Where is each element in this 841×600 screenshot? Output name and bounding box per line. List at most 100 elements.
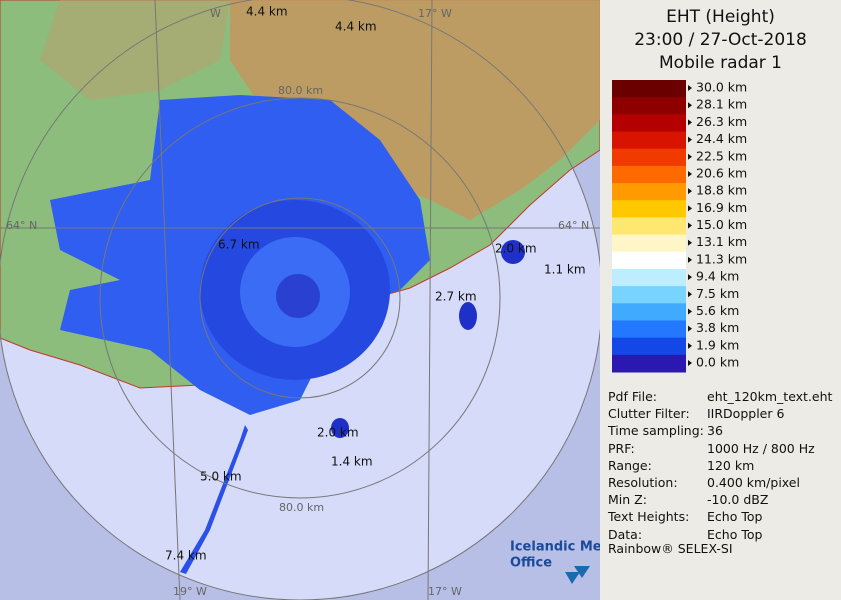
graticule — [427, 0, 433, 600]
echo — [180, 425, 248, 574]
tick-marker — [688, 342, 692, 349]
height-label: 4.4 km — [246, 5, 288, 19]
color-band — [612, 217, 686, 236]
legend-label: 7.5 km — [696, 286, 739, 301]
info-label: Min Z: -10.0 dBZ — [608, 492, 769, 508]
color-band — [612, 268, 686, 287]
info-label: Text Heights: Echo Top — [608, 509, 763, 525]
height-label: 1.1 km — [544, 263, 586, 277]
legend-label: 3.8 km — [696, 320, 739, 335]
graticule — [154, 0, 181, 600]
info-value: 36 — [707, 423, 723, 439]
range-ring — [99, 97, 501, 499]
legend-label: 5.6 km — [696, 303, 739, 318]
height-label: 5.0 km — [200, 470, 242, 484]
info-label: PRF: 1000 Hz / 800 Hz — [608, 440, 815, 456]
highland — [40, 0, 230, 100]
legend-label: 0.0 km — [696, 355, 739, 370]
info-label: Resolution: 0.400 km/pixel — [608, 475, 800, 490]
logo-text: Icelandic Met — [510, 540, 600, 555]
height-label: 1.4 km — [331, 455, 373, 469]
range-rings — [0, 0, 600, 600]
color-band — [612, 251, 686, 270]
grid-label: 64° N — [6, 219, 37, 232]
grid-label: 17° W — [428, 585, 462, 598]
height-label: 2.0 km — [317, 426, 359, 440]
color-band — [612, 234, 686, 253]
title: EHT (Height) — [666, 7, 775, 27]
color-band — [612, 286, 686, 304]
height-label: 7.4 km — [165, 549, 207, 563]
info-value: 120 km — [707, 457, 755, 473]
grid-label: 64° N — [558, 219, 589, 232]
highland — [230, 0, 600, 220]
color-legend: 30.0 km 28.1 km 26.3 km 24.4 km 22.5 km 20.6 … — [612, 80, 747, 373]
legend-label: 28.1 km — [696, 97, 747, 112]
range-ring — [199, 197, 401, 399]
echo — [276, 274, 320, 318]
height-label: 6.7 km — [218, 238, 260, 252]
tick-marker — [688, 222, 692, 229]
color-band — [612, 303, 686, 321]
tick-marker — [688, 188, 692, 195]
info-label: Clutter Filter: IIRDoppler 6 — [608, 406, 785, 422]
tick-marker — [688, 274, 692, 281]
tick-marker — [688, 119, 692, 126]
footer: Rainbow® SELEX-SI — [608, 541, 733, 556]
legend-label: 11.3 km — [696, 251, 747, 266]
legend-label: 1.9 km — [696, 337, 739, 352]
legend-label: 18.8 km — [696, 183, 747, 198]
color-band — [612, 320, 686, 339]
echo — [459, 302, 477, 330]
tick-marker — [688, 360, 692, 366]
info-value: 0.400 km/pixel — [707, 475, 800, 490]
info-value: IIRDoppler 6 — [707, 406, 785, 422]
info-label: Range: 120 km — [608, 457, 755, 473]
info-label: Pdf File: eht_120km_text.eht — [608, 389, 833, 404]
logo-text: Office — [510, 556, 552, 571]
color-band — [612, 80, 686, 98]
range-label: 80.0 km — [279, 501, 324, 514]
legend-label: 20.6 km — [696, 165, 747, 180]
info-label: Data: Echo Top — [608, 526, 763, 542]
tick-marker — [688, 85, 692, 91]
tick-marker — [688, 308, 692, 315]
legend-label: 9.4 km — [696, 269, 739, 284]
tick-marker — [688, 136, 692, 143]
legend-label: 24.4 km — [696, 131, 747, 146]
color-band — [612, 114, 686, 133]
grid-label: 19° W — [173, 585, 207, 598]
legend-label: 22.5 km — [696, 148, 747, 163]
tick-marker — [688, 102, 692, 109]
echoes — [50, 95, 525, 574]
side-panel: EHT (Height) 23:00 / 27-Oct-2018 Mobile … — [600, 0, 841, 600]
color-band — [612, 148, 686, 167]
echo — [331, 418, 349, 438]
legend-label: 15.0 km — [696, 217, 747, 232]
tick-marker — [688, 291, 692, 298]
color-band — [612, 165, 686, 184]
echo — [501, 240, 525, 264]
time: 23:00 / 27-Oct-2018 — [634, 30, 807, 50]
tick-marker — [688, 256, 692, 263]
legend-label: 26.3 km — [696, 114, 747, 129]
tick-marker — [688, 153, 692, 160]
tick-marker — [688, 239, 692, 246]
color-band — [612, 354, 686, 373]
color-band — [612, 337, 686, 356]
info-value: 1000 Hz / 800 Hz — [707, 440, 815, 456]
legend-label: 30.0 km — [696, 80, 747, 95]
info-value: -10.0 dBZ — [707, 492, 769, 508]
color-band — [612, 131, 686, 150]
tick-marker — [688, 170, 692, 177]
radar-name: Mobile radar 1 — [659, 53, 782, 73]
height-label: 4.4 km — [335, 20, 377, 34]
height-label: 2.0 km — [495, 242, 537, 256]
color-band — [612, 200, 686, 218]
color-band — [612, 97, 686, 115]
info-value: eht_120km_text.eht — [707, 389, 833, 404]
range-label: 80.0 km — [278, 84, 323, 97]
color-band — [612, 183, 686, 201]
legend-label: 16.9 km — [696, 200, 747, 215]
